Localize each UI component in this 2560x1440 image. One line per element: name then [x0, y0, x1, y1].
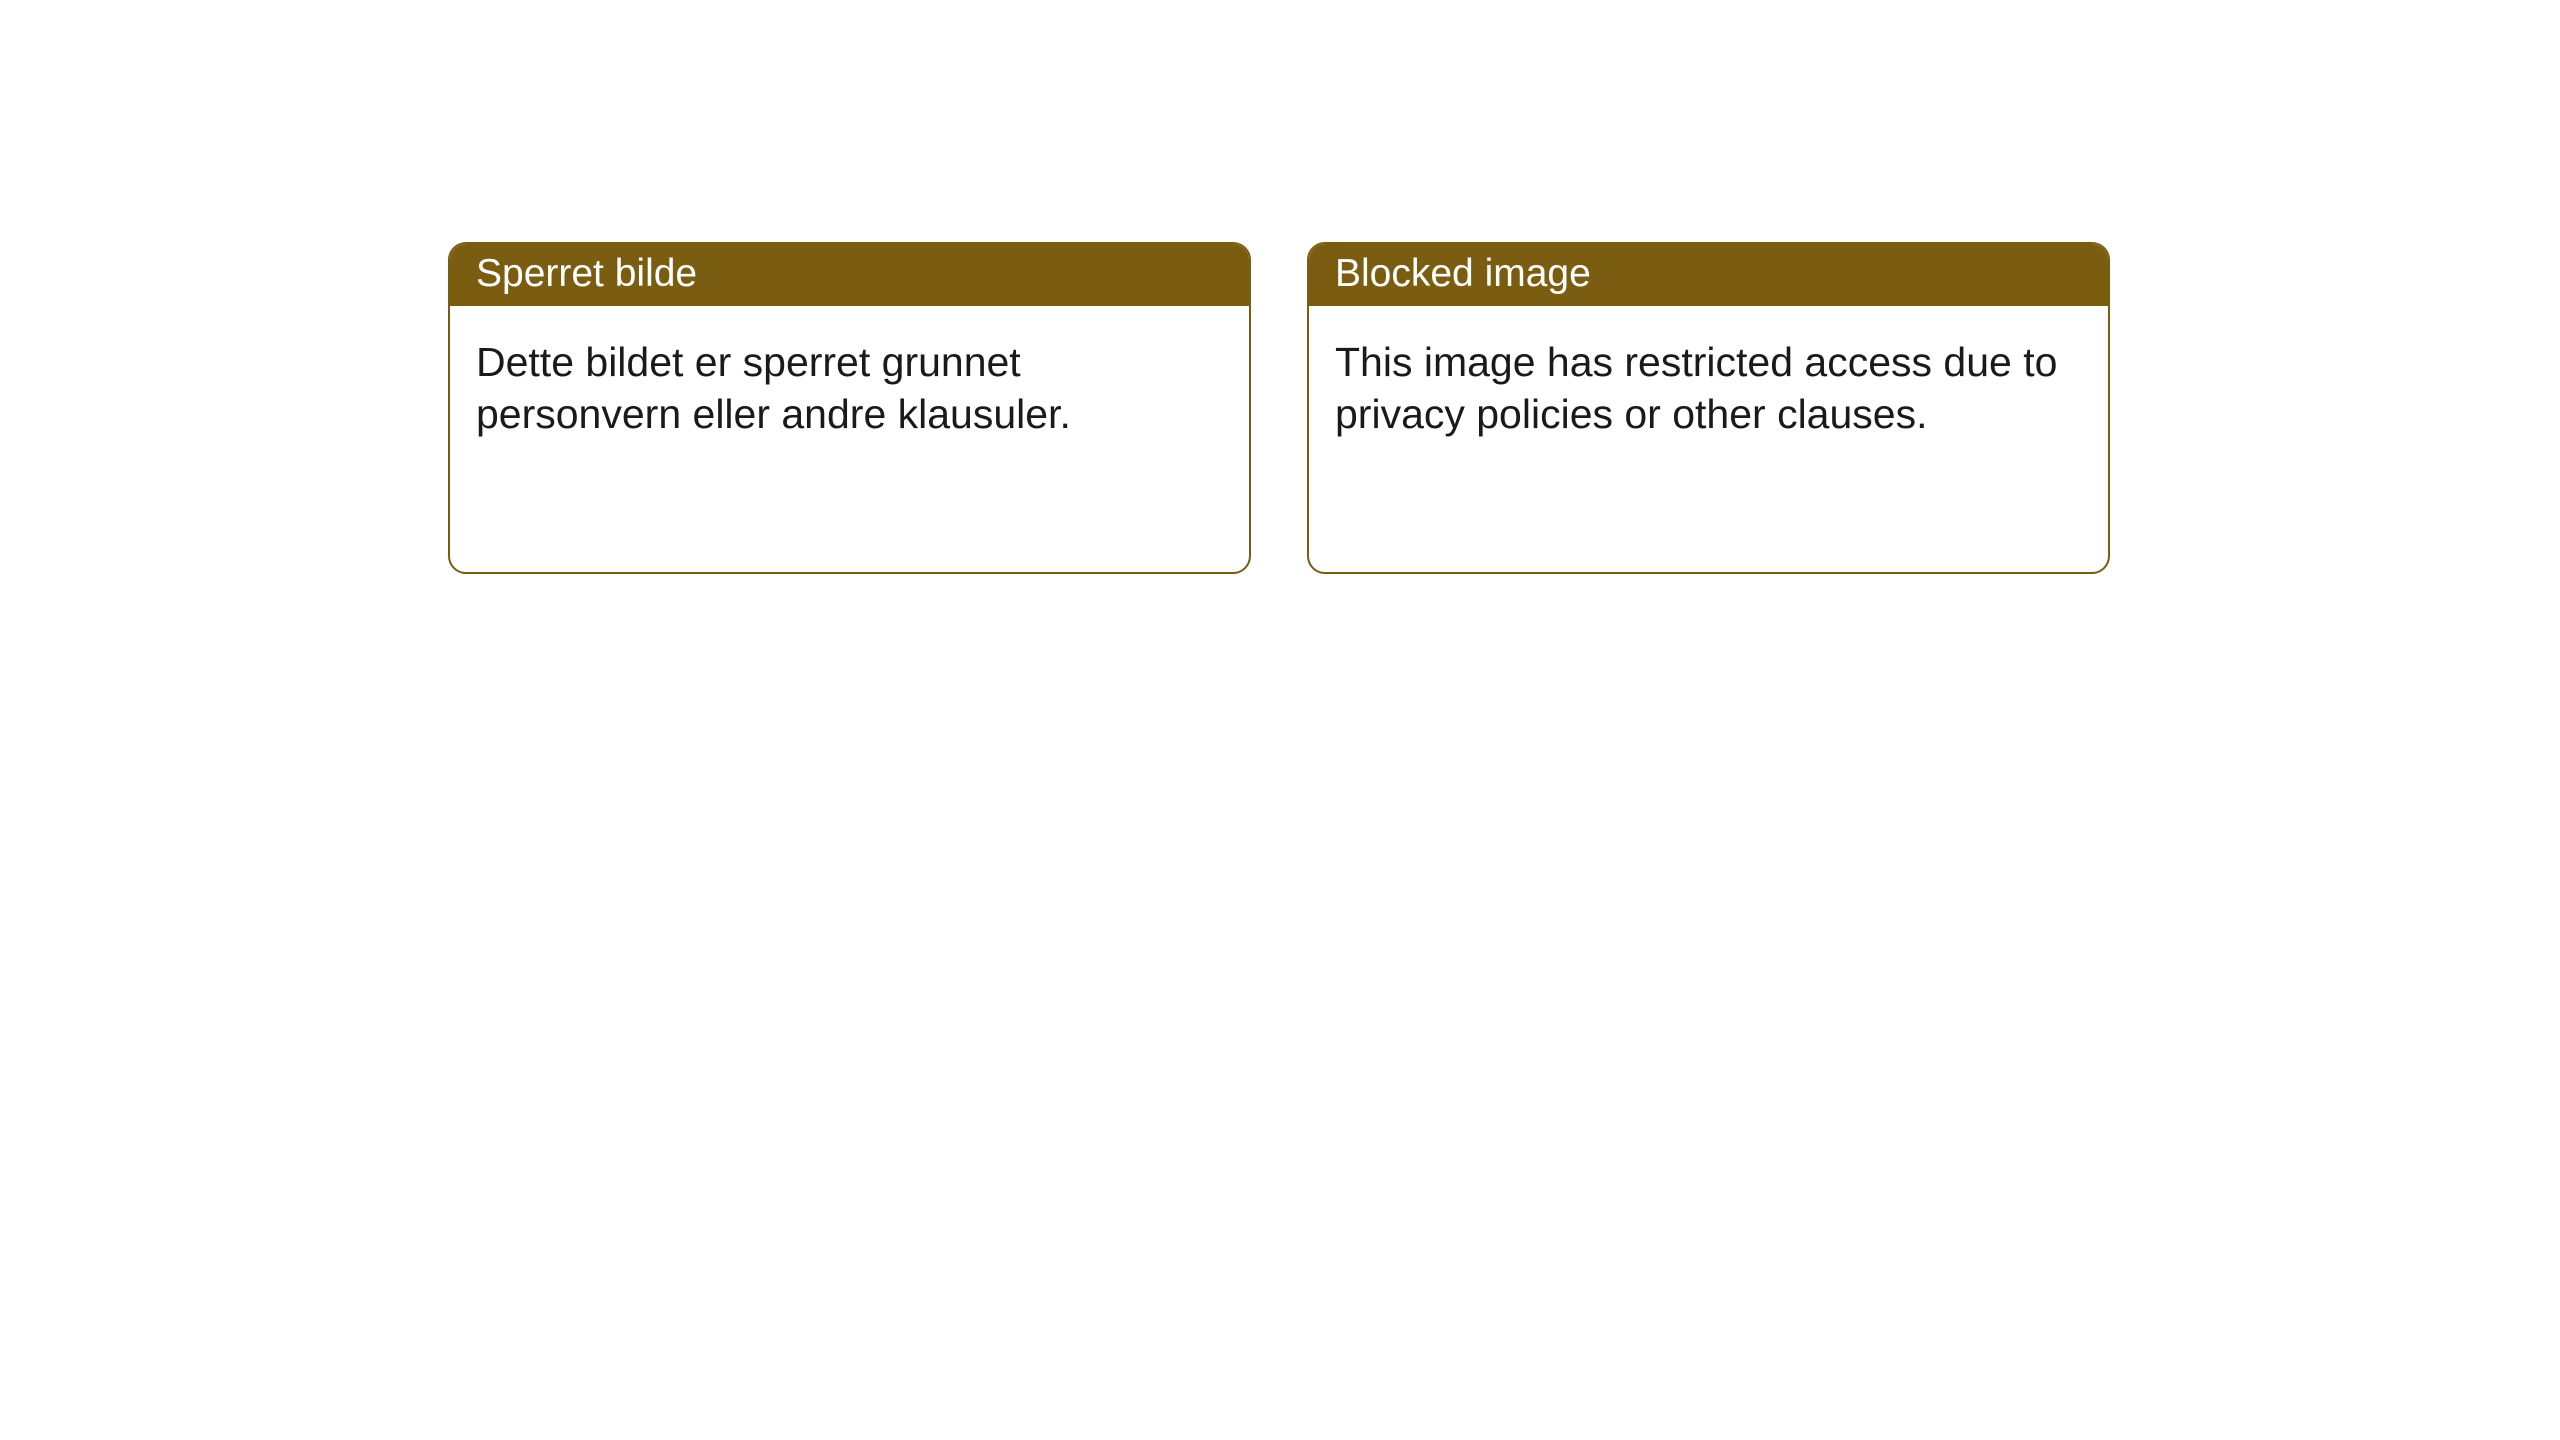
notice-card-english: Blocked image This image has restricted … [1307, 242, 2110, 574]
notice-header: Blocked image [1309, 244, 2108, 306]
notice-body: Dette bildet er sperret grunnet personve… [450, 306, 1249, 572]
notice-container: Sperret bilde Dette bildet er sperret gr… [0, 0, 2560, 574]
notice-body: This image has restricted access due to … [1309, 306, 2108, 572]
notice-title: Sperret bilde [476, 252, 697, 295]
notice-card-norwegian: Sperret bilde Dette bildet er sperret gr… [448, 242, 1251, 574]
notice-title: Blocked image [1335, 252, 1591, 295]
notice-header: Sperret bilde [450, 244, 1249, 306]
notice-body-text: Dette bildet er sperret grunnet personve… [476, 339, 1071, 437]
notice-body-text: This image has restricted access due to … [1335, 339, 2057, 437]
